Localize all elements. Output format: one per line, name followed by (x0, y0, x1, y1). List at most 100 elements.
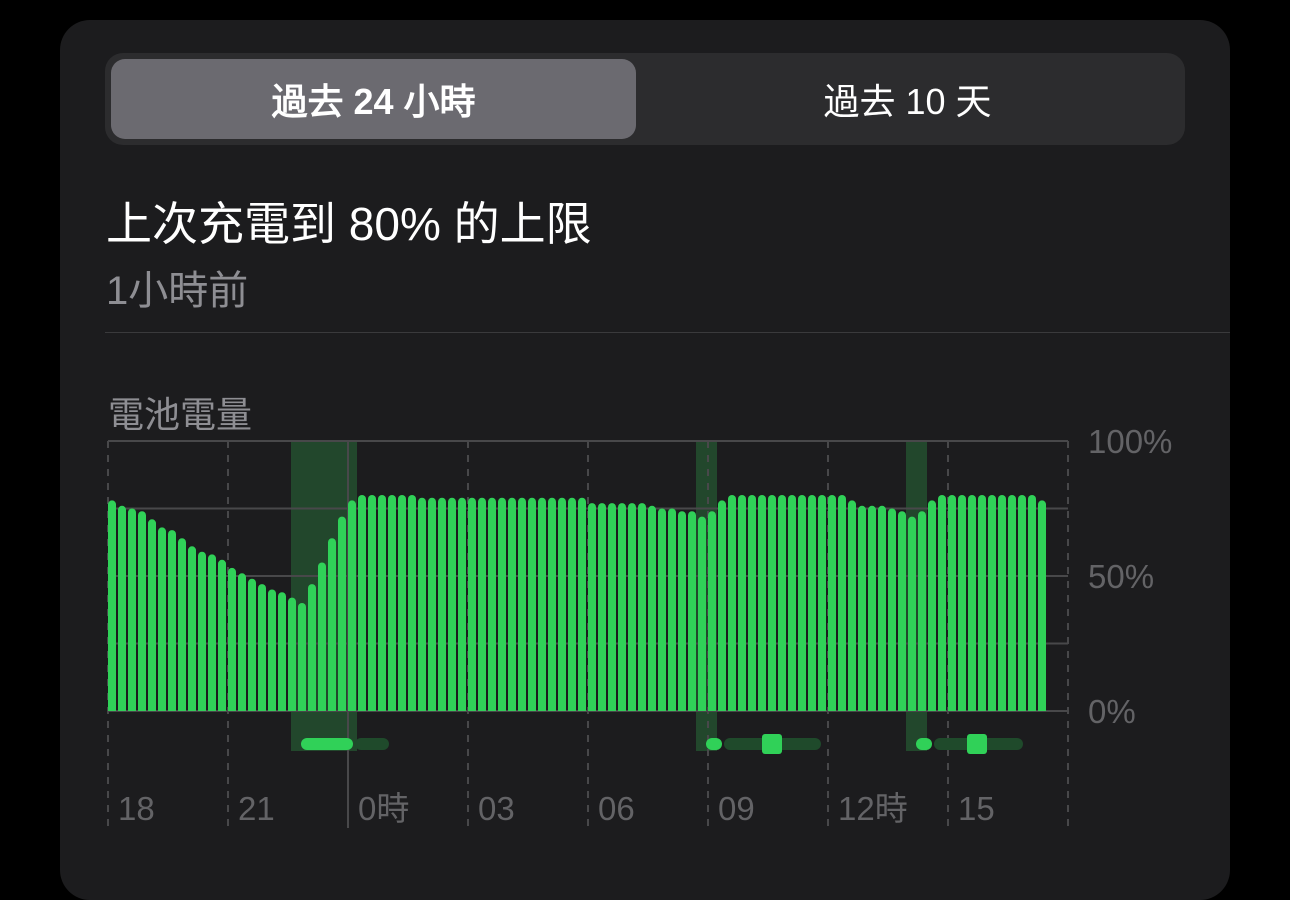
battery-bar-base (518, 705, 526, 711)
y-axis-label: 100% (1088, 423, 1172, 460)
battery-bar (338, 516, 346, 711)
battery-bar-base (408, 705, 416, 711)
battery-bar (918, 511, 926, 711)
battery-bar (518, 497, 526, 711)
battery-bar (838, 495, 846, 711)
battery-bar (408, 495, 416, 711)
x-axis-label: 03 (478, 790, 515, 827)
battery-bar-base (188, 705, 196, 711)
x-axis-label: 0時 (358, 790, 409, 827)
battery-bar-base (198, 705, 206, 711)
battery-bar-base (468, 705, 476, 711)
battery-bar-base (458, 705, 466, 711)
battery-bar (288, 597, 296, 711)
battery-bar (1018, 495, 1026, 711)
battery-bar (478, 497, 486, 711)
last-charged-time: 1小時前 (106, 269, 249, 313)
y-axis-label: 0% (1088, 693, 1136, 730)
battery-bar (708, 511, 716, 711)
x-axis-label: 09 (718, 790, 755, 827)
x-axis-label: 12時 (838, 790, 908, 827)
battery-bar-base (548, 705, 556, 711)
battery-bar (968, 495, 976, 711)
battery-bar-base (558, 705, 566, 711)
battery-bar-base (838, 705, 846, 711)
battery-bar (598, 503, 606, 711)
battery-bar-base (508, 705, 516, 711)
battery-bar (398, 495, 406, 711)
x-axis-label: 18 (118, 790, 155, 827)
battery-level-heading: 電池電量 (108, 394, 253, 435)
battery-bar (178, 538, 186, 711)
battery-bar-base (488, 705, 496, 711)
battery-bar (608, 503, 616, 711)
battery-bar-base (418, 705, 426, 711)
battery-bar-base (938, 705, 946, 711)
battery-bar-base (648, 705, 656, 711)
battery-bar (628, 503, 636, 711)
time-range-segmented-control: 過去 24 小時 過去 10 天 (105, 53, 1185, 145)
battery-bar (988, 495, 996, 711)
battery-bar-base (918, 705, 926, 711)
tab-last-24-hours[interactable]: 過去 24 小時 (111, 59, 636, 139)
battery-bar-base (128, 705, 136, 711)
battery-bar-base (388, 705, 396, 711)
battery-bar-base (428, 705, 436, 711)
battery-bar (908, 516, 916, 711)
battery-bar (388, 495, 396, 711)
tab-last-10-days[interactable]: 過去 10 天 (823, 81, 992, 122)
battery-bar-base (448, 705, 456, 711)
battery-bar (978, 495, 986, 711)
battery-bar-base (798, 705, 806, 711)
battery-bar (1008, 495, 1016, 711)
battery-bar (568, 497, 576, 711)
battery-bar-base (968, 705, 976, 711)
battery-bar (498, 497, 506, 711)
battery-bar-base (948, 705, 956, 711)
battery-bar (258, 584, 266, 711)
battery-bar-base (168, 705, 176, 711)
battery-bar (168, 530, 176, 711)
battery-bar (228, 567, 236, 711)
y-axis-label: 50% (1088, 558, 1154, 595)
battery-bar (1038, 500, 1046, 711)
battery-bar-base (238, 705, 246, 711)
battery-bar (218, 559, 226, 711)
battery-bar-base (1008, 705, 1016, 711)
battery-bar-base (718, 705, 726, 711)
battery-bar-base (178, 705, 186, 711)
battery-bar-base (638, 705, 646, 711)
battery-bar (448, 497, 456, 711)
battery-bar-base (568, 705, 576, 711)
battery-bar (198, 551, 206, 711)
battery-bar (138, 511, 146, 711)
battery-bar-base (588, 705, 596, 711)
battery-bar (938, 495, 946, 711)
battery-bar-base (538, 705, 546, 711)
battery-bar (588, 503, 596, 711)
battery-bar-base (368, 705, 376, 711)
battery-bar-base (658, 705, 666, 711)
battery-bar (868, 505, 876, 711)
battery-bar-base (758, 705, 766, 711)
battery-bar-base (208, 705, 216, 711)
last-charged-title: 上次充電到 80% 的上限 (106, 198, 592, 250)
battery-bar-base (258, 705, 266, 711)
battery-bar-base (348, 705, 356, 711)
battery-bar-base (998, 705, 1006, 711)
charge-limit-marker (762, 734, 782, 754)
battery-bar (128, 508, 136, 711)
battery-bar-base (768, 705, 776, 711)
battery-bar-base (908, 705, 916, 711)
battery-bar-base (218, 705, 226, 711)
battery-bar (928, 500, 936, 711)
battery-bar-base (818, 705, 826, 711)
battery-bar-base (328, 705, 336, 711)
battery-bar-base (628, 705, 636, 711)
battery-bar-base (248, 705, 256, 711)
battery-bar (668, 508, 676, 711)
battery-bar (758, 495, 766, 711)
battery-bar (558, 497, 566, 711)
battery-bar-base (708, 705, 716, 711)
battery-bar-base (778, 705, 786, 711)
